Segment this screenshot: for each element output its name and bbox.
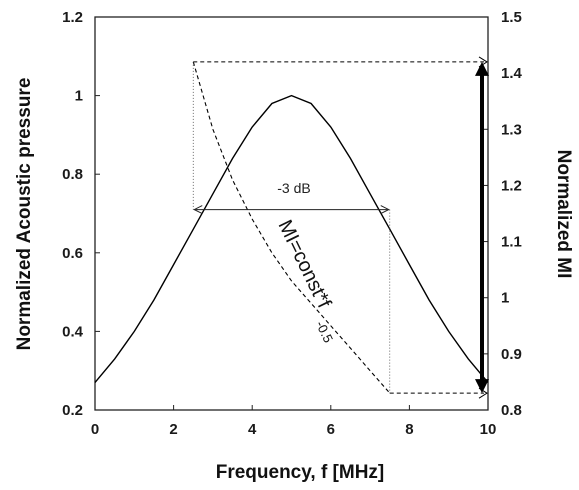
y2-tick-label: 1.1 [501,234,522,251]
x-tick-label: 8 [405,421,413,438]
y2-tick-label: 1.5 [501,9,522,26]
x-tick-label: 4 [248,421,257,438]
x-tick-label: 0 [91,421,99,438]
y2-tick-label: 0.9 [501,346,522,363]
x-axis-label: Frequency, f [MHz] [216,462,385,483]
y2-ticks-group: 0.8 0.9 1 1.1 1.2 1.3 1.4 1.5 [483,9,523,419]
x-tick-label: 6 [327,421,335,438]
bandwidth-arrowhead-right [380,205,390,215]
mi-curve [192,61,391,394]
y2-tick-label: 1.2 [501,177,522,194]
x-ticks-group: 0 2 4 6 8 10 [91,405,497,438]
mi-formula: MI=const*f -0.5 [274,217,337,346]
bandwidth-arrowhead-left [193,205,203,215]
plot-frame [94,16,489,411]
bandwidth-label: -3 dB [277,180,310,196]
y2-axis-label: Normalized MI [553,150,574,279]
mi-formula-main: MI=const*f [274,217,336,312]
y-tick-label: 0.6 [62,245,83,262]
y-ticks-group: 0.2 0.4 0.6 0.8 1 1.2 [62,9,100,419]
y2-tick-label: 0.8 [501,402,522,419]
x-tick-label: 2 [169,421,177,438]
y-tick-label: 0.8 [62,166,83,183]
x-tick-label: 10 [480,421,497,438]
y-axis-label: Normalized Acoustic pressure [14,78,35,351]
y-tick-label: 1.2 [62,9,83,26]
annotation-group [192,56,489,399]
pressure-curve [94,94,489,383]
plot-frame-group [94,16,489,411]
y-tick-label: 1 [75,88,83,105]
series-group [94,61,489,394]
mi-formula-exponent: -0.5 [313,318,336,345]
mi-range-arrowhead-bottom [475,379,489,394]
y2-tick-label: 1 [501,290,509,307]
mi-range-arrowhead-top [475,61,489,76]
y-tick-label: 0.4 [62,323,84,340]
y-tick-label: 0.2 [62,402,83,419]
y2-tick-label: 1.3 [501,121,522,138]
y2-tick-label: 1.4 [501,65,523,82]
